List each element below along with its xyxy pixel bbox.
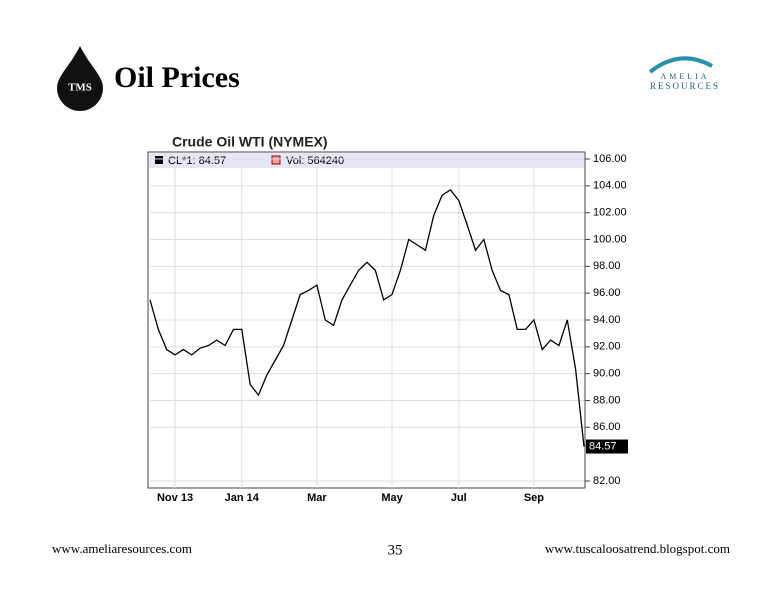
y-tick-label: 90.00 — [593, 368, 621, 380]
price-line — [149, 188, 585, 447]
y-tick-label: 98.00 — [593, 260, 621, 272]
brand-top: AMELIA — [660, 72, 709, 81]
y-tick-label: 104.00 — [593, 180, 627, 192]
y-tick-label: 82.00 — [593, 475, 621, 487]
y-tick-label: 100.00 — [593, 233, 627, 245]
y-tick-label: 94.00 — [593, 314, 621, 326]
x-tick-label: Nov 13 — [157, 492, 193, 504]
logo-text: TMS — [68, 82, 92, 94]
page-number: 35 — [388, 542, 403, 558]
chart-title: Crude Oil WTI (NYMEX) — [172, 134, 328, 150]
last-value-box — [586, 439, 628, 454]
legend-band — [149, 153, 584, 168]
x-tick-label: Sep — [524, 492, 544, 504]
last-value-label: 84.57 — [589, 440, 617, 452]
y-tick-label: 86.00 — [593, 421, 621, 433]
legend-entry: Vol: 564240 — [286, 155, 344, 167]
x-tick-label: May — [381, 492, 403, 504]
logo-drop — [57, 46, 103, 111]
y-tick-label: 88.00 — [593, 394, 621, 406]
legend-entry: CL*1: 84.57 — [168, 155, 226, 167]
legend-swatch — [155, 156, 163, 164]
y-tick-label: 96.00 — [593, 287, 621, 299]
x-tick-label: Jul — [451, 492, 467, 504]
x-tick-label: Jan 14 — [225, 492, 260, 504]
x-tick-label: Mar — [307, 492, 327, 504]
footer-right: www.tuscaloosatrend.blogspot.com — [545, 541, 730, 556]
slide-title: Oil Prices — [114, 61, 240, 94]
brand-bottom: RESOURCES — [650, 81, 720, 91]
y-tick-label: 102.00 — [593, 207, 627, 219]
y-tick-label: 106.00 — [593, 153, 627, 165]
brand-arc — [648, 56, 713, 74]
footer-left: www.ameliaresources.com — [52, 541, 192, 556]
y-tick-label: 92.00 — [593, 341, 621, 353]
legend-swatch — [271, 155, 281, 165]
